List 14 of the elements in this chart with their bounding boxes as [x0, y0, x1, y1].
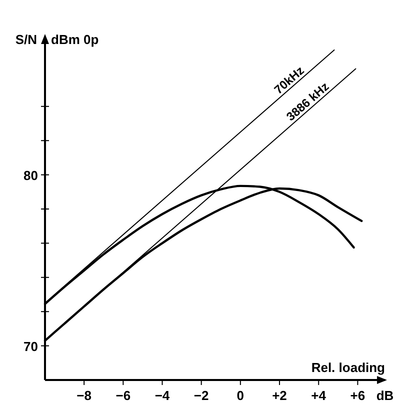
x-tick-label: 0 — [236, 388, 244, 403]
y-tick-label: 70 — [24, 338, 38, 354]
text: dB — [376, 388, 394, 403]
x-tick-label: −4 — [154, 388, 170, 403]
y-tick-label: 80 — [24, 168, 38, 183]
x-tick-label: +6 — [350, 388, 366, 403]
x-tick-label: −2 — [194, 388, 209, 403]
x-tick-label: +2 — [272, 388, 287, 403]
x-tick-label: −6 — [116, 388, 131, 403]
x-tick-label: −8 — [76, 388, 92, 403]
x-tick-label: +4 — [311, 388, 327, 403]
y-axis-title: S/N — [15, 32, 37, 47]
annotation: dBm 0p — [51, 32, 99, 47]
x-axis-title: Rel. loading — [311, 360, 386, 375]
